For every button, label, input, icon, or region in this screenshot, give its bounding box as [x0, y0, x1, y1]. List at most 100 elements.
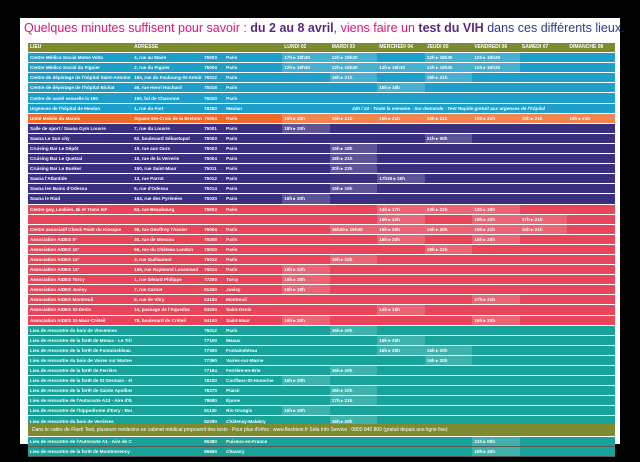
time-slot — [472, 335, 520, 346]
location-city: Paris — [224, 183, 283, 195]
time-slot — [329, 304, 378, 316]
location-address: 5, rue d'Odessa — [132, 183, 203, 195]
location-name: Association AIDES Juvisy — [28, 284, 133, 296]
time-slot — [567, 365, 615, 377]
time-slot — [377, 446, 425, 457]
location-city: Paris — [224, 224, 283, 235]
time-slot — [377, 92, 425, 104]
time-slot: 15h ▸ 18h — [329, 143, 378, 155]
table-row: Centre de dépistage de l'hôpital Bichat 4… — [28, 82, 615, 94]
time-slot — [567, 405, 615, 417]
time-slot: 16h ▸ 20h — [282, 113, 330, 124]
time-slot — [567, 123, 615, 134]
time-slot: 18h ▸ 22h — [424, 244, 473, 255]
time-slot — [424, 143, 473, 155]
time-slot — [424, 173, 473, 185]
table-row: Lieu de rencontre de la forêt de Montmor… — [28, 446, 615, 457]
time-slot — [282, 365, 330, 377]
table-row: Association AIDES Montreuil 8, rue de Vit… — [28, 294, 615, 306]
time-slot — [567, 183, 615, 195]
location-name: Lieu de rencontre de l'Autoroute A13 - A… — [28, 395, 133, 407]
location-name: Lieu de rencontre du bois de Vaires sur … — [28, 355, 133, 367]
time-slot — [329, 133, 378, 144]
location-zip: 75003 — [202, 204, 225, 215]
time-slot: 16h ▸ 20h — [424, 224, 473, 235]
time-slot — [329, 204, 378, 215]
location-city: Paris — [224, 325, 283, 336]
table-row: Association AIDES Juvisy 7, rue Carnot 912… — [28, 284, 615, 296]
time-slot — [424, 214, 473, 225]
time-slot — [567, 153, 615, 165]
location-address: 2, rue du Figuier — [132, 62, 203, 74]
location-address — [132, 395, 203, 407]
time-slot — [377, 405, 425, 417]
time-slot: 17h ▸ 21h — [329, 395, 378, 407]
location-city: Paris — [224, 113, 283, 124]
table-row: Association AIDES 10° 56, rue du Château … — [28, 244, 615, 255]
location-zip: 75012 — [202, 325, 225, 336]
time-slot — [567, 173, 615, 185]
time-slot — [424, 405, 473, 417]
time-slot — [567, 254, 615, 266]
time-slot: 16h ▸ 21h — [377, 113, 425, 124]
time-slot — [519, 385, 568, 397]
location-city: Ris-Orangis — [224, 405, 283, 417]
time-slot — [282, 335, 330, 346]
header-lieu: LIEU — [28, 43, 133, 54]
time-slot — [377, 264, 425, 276]
table-row: Lieu de rencontre de l'Autoroute A13 - A… — [28, 395, 615, 407]
time-slot — [377, 163, 425, 175]
header-day: JEUDI 05 — [424, 43, 473, 54]
table-row: Centre gay, Lesbien, Bi et Trans IdF 63, … — [28, 204, 615, 215]
time-slot — [567, 204, 615, 215]
time-slot — [567, 72, 615, 84]
location-city: Chauvry — [224, 446, 283, 457]
location-address — [132, 375, 203, 387]
time-slot — [282, 446, 330, 457]
location-name: Sauna le Riad — [28, 193, 133, 205]
time-slot — [282, 244, 330, 255]
location-city: Épone — [224, 395, 283, 407]
time-slot: 16h ▸ 20h — [329, 325, 378, 336]
time-slot — [519, 72, 568, 84]
time-slot — [282, 72, 330, 84]
time-slot — [472, 325, 520, 336]
schedule-note: 24h / 24 · Toute la semaine · Sur demand… — [282, 103, 615, 114]
time-slot — [472, 153, 520, 165]
location-name: Cruising Bar Le Quetzal — [28, 153, 133, 165]
location-zip: 75012 — [202, 173, 225, 185]
time-slot — [567, 325, 615, 336]
title-mid: , viens faire un — [333, 21, 419, 35]
time-slot — [519, 405, 568, 417]
location-zip: 75020 — [202, 193, 225, 205]
location-name: Association AIDES Montreuil — [28, 294, 133, 306]
time-slot — [472, 405, 520, 417]
time-slot — [424, 294, 473, 306]
location-city: Paris — [224, 92, 283, 104]
table-row: Urgences de l'hôpital de Meulan 1, rue du… — [28, 103, 615, 114]
location-city: Ferrière-en-Brie — [224, 365, 283, 377]
location-zip: 75014 — [202, 264, 225, 276]
time-slot — [424, 365, 473, 377]
location-address: 8, rue de Vitry — [132, 294, 203, 306]
table-row: Centre associatif Check Point du Kiosque… — [28, 224, 615, 235]
time-slot — [472, 72, 520, 84]
location-city: Vaires-sur-Marne — [224, 355, 283, 367]
time-slot — [519, 304, 568, 316]
location-address — [132, 365, 203, 377]
time-slot — [329, 284, 378, 296]
header-day: LUNDI 02 — [282, 43, 330, 54]
table-row: Sauna Le Sun city 62, boulevard Sébastopo… — [28, 133, 615, 144]
time-slot — [519, 234, 568, 245]
location-name: Association AIDES Torcy — [28, 274, 133, 286]
time-slot — [424, 385, 473, 397]
time-slot — [567, 133, 615, 144]
time-slot: 19h ▸ 22h — [377, 214, 425, 225]
time-slot — [567, 294, 615, 306]
location-zip: 77100 — [202, 335, 225, 346]
time-slot — [424, 163, 473, 175]
table-row: Association AIDES 8° 30, rue de Moscou 750… — [28, 234, 615, 245]
location-name: Sauna les Bains d'Odessa — [28, 183, 133, 195]
location-address: 36, rue Geoffroy l'Asnier — [132, 224, 203, 235]
table-row: Lieu de rencontre du bois de Vincennes 75… — [28, 325, 615, 336]
